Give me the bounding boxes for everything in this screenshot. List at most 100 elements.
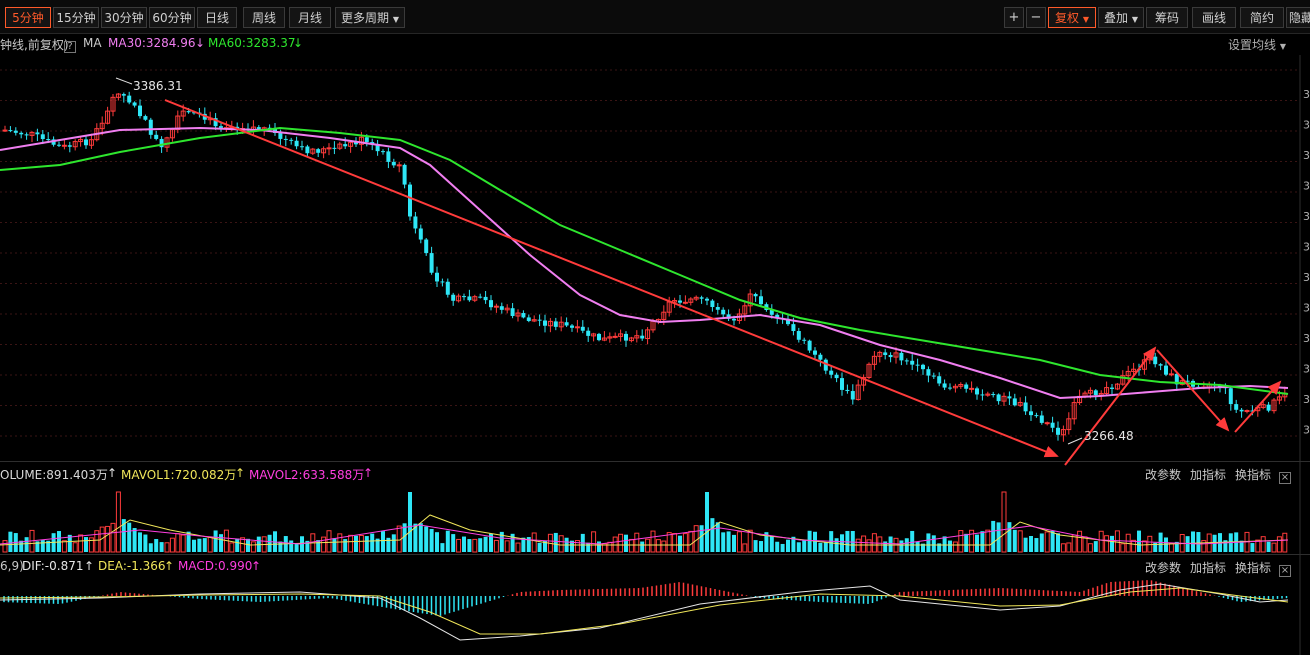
candle-body (1168, 373, 1174, 376)
more-periods-dropdown[interactable]: 更多周期 ▼ (335, 7, 405, 28)
tab-daily[interactable]: 日线 (197, 7, 237, 28)
volume-bar (521, 537, 526, 552)
overlay-label: 叠加 (1104, 11, 1129, 25)
volume-switch-indicator-button[interactable]: 换指标 (1235, 468, 1272, 482)
tab-weekly[interactable]: 周线 (243, 7, 285, 28)
zoom-in-button[interactable]: + (1004, 7, 1024, 28)
main-indicator-bar: 钟线,前复权) ? MA MA30:3284.96 ↓ MA60:3283.37… (0, 34, 1310, 53)
volume-bar (1174, 541, 1179, 552)
candle-body (624, 333, 628, 341)
candle-body (526, 317, 531, 321)
tab-monthly[interactable]: 月线 (289, 7, 331, 28)
settings-small-icon[interactable]: ? (64, 36, 76, 53)
volume-bar (688, 530, 694, 553)
ma30-value: MA30:3284.96 (108, 36, 196, 50)
macd-close-icon[interactable]: × (1279, 560, 1291, 577)
volume-bar (991, 520, 996, 552)
tab-60min[interactable]: 60分钟 (149, 7, 195, 28)
volume-bar (213, 530, 218, 552)
volume-bar (267, 534, 272, 552)
chevron-down-icon: ▼ (392, 15, 399, 24)
candle-body (1001, 395, 1007, 402)
volume-bar (802, 540, 807, 552)
volume-bar (121, 519, 126, 552)
macd-add-indicator-button[interactable]: 加指标 (1190, 561, 1227, 575)
fuquan-dropdown[interactable]: 复权 ▼ (1048, 7, 1096, 28)
candle-body (35, 132, 40, 135)
volume-bar (164, 542, 170, 553)
downtrend-arrow (164, 99, 1059, 458)
volume-change-params-button[interactable]: 改参数 (1145, 468, 1182, 482)
volume-bar (985, 529, 991, 553)
macd-switch-indicator-button[interactable]: 换指标 (1235, 561, 1272, 575)
candle-body (1250, 410, 1255, 412)
candle-body (110, 96, 116, 112)
volume-bar (1060, 543, 1066, 553)
candle-body (1093, 390, 1098, 396)
volume-bar (899, 540, 904, 552)
volume-bar (1276, 536, 1282, 553)
candle-body (985, 393, 991, 396)
volume-close-icon[interactable]: × (1279, 467, 1291, 484)
overlay-dropdown[interactable]: 叠加 ▼ (1098, 7, 1144, 28)
volume-bar (88, 537, 94, 553)
draw-line-button[interactable]: 画线 (1192, 7, 1236, 28)
candle-body (445, 281, 450, 295)
volume-bar (1023, 537, 1028, 552)
candle-body (834, 374, 839, 379)
volume-bar (861, 535, 867, 553)
volume-bar (1141, 540, 1147, 553)
ma60-down-arrow-icon: ↓ (293, 36, 304, 50)
volume-bar (948, 540, 952, 552)
candle-body (1276, 396, 1282, 401)
candle-body (105, 110, 111, 124)
volume-bar (526, 537, 531, 552)
candle-body (294, 140, 299, 147)
volume-bar (159, 542, 164, 552)
candle-body (931, 375, 936, 377)
volume-bar (305, 540, 310, 552)
candle-body (802, 339, 807, 341)
candle-body (866, 363, 872, 378)
zoom-out-button[interactable]: − (1026, 7, 1046, 28)
candle-body (871, 355, 877, 365)
volume-bar (759, 541, 763, 552)
volume-bar (537, 542, 542, 552)
volume-bar (888, 536, 893, 552)
chevron-down-icon: ▼ (1131, 15, 1138, 24)
tab-5min[interactable]: 5分钟 (5, 7, 51, 28)
hide-button[interactable]: 隐藏 (1286, 7, 1310, 28)
chip-distribution-button[interactable]: 筹码 (1146, 7, 1188, 28)
volume-bar (726, 531, 731, 552)
volume-bar (402, 523, 407, 552)
candle-body (521, 313, 526, 318)
candle-body (915, 364, 920, 366)
tab-15min[interactable]: 15分钟 (53, 7, 99, 28)
candle-body (759, 296, 763, 305)
macd-change-params-button[interactable]: 改参数 (1145, 561, 1182, 575)
volume-bar (796, 542, 801, 552)
candle-body (321, 148, 327, 154)
candle-body (19, 132, 24, 135)
candle-body (580, 326, 585, 331)
volume-add-indicator-button[interactable]: 加指标 (1190, 468, 1227, 482)
volume-bar (786, 539, 790, 552)
candle-body (219, 126, 223, 128)
candle-body (467, 296, 472, 301)
volume-bar (732, 534, 736, 552)
simple-mode-button[interactable]: 简约 (1240, 7, 1284, 28)
volume-bar (1239, 540, 1244, 552)
ma-settings-button[interactable]: 设置均线 ▼ (1228, 36, 1286, 53)
tab-30min[interactable]: 30分钟 (101, 7, 147, 28)
candle-body (818, 354, 823, 360)
volume-bar (1087, 543, 1093, 553)
mavol2-up-arrow-icon: ↑ (363, 466, 374, 480)
candle-body (1120, 375, 1126, 385)
candle-body (1234, 404, 1239, 410)
volume-bar (1029, 536, 1033, 552)
candle-body (316, 149, 321, 153)
price-axis-tick: 3 (1303, 149, 1310, 162)
volume-bar (1077, 530, 1083, 553)
volume-bar (964, 533, 969, 552)
